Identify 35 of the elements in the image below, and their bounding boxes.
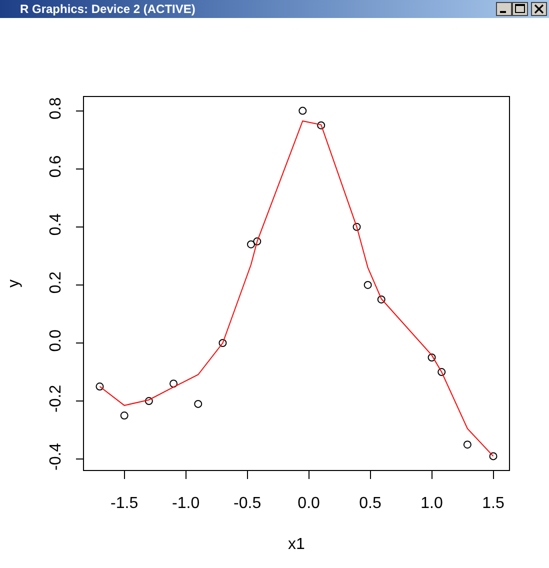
point (96, 382, 104, 391)
point (377, 295, 386, 304)
point (352, 222, 361, 231)
y-tick-label: 0.2 (48, 271, 65, 294)
x-tick-label: -0.5 (234, 495, 262, 512)
point (120, 412, 128, 420)
y-tick-label: -0.2 (48, 384, 65, 412)
chart-title: R Graphics: Device 2 (ACTIVE) (20, 2, 196, 16)
y-axis-title: y (6, 280, 22, 288)
point (144, 397, 153, 406)
point (438, 368, 446, 376)
x-tick-label: 0.5 (359, 495, 382, 512)
point (247, 240, 255, 248)
x-tick-label: -1.0 (172, 495, 200, 512)
point (428, 354, 436, 362)
point (489, 452, 498, 460)
point (253, 237, 262, 246)
point (364, 280, 372, 289)
x-tick-label: -1.5 (110, 495, 138, 512)
y-tick-label: 0.6 (48, 155, 65, 178)
point (298, 106, 307, 115)
y-tick-label: 0.0 (48, 329, 65, 352)
x-axis-title: x1 (288, 536, 306, 553)
point (170, 380, 178, 388)
point (218, 339, 227, 347)
point (194, 400, 202, 408)
title-bar: R Graphics: Device 2 (ACTIVE) (0, 0, 549, 18)
x-tick-label: 1.5 (482, 495, 504, 512)
x-tick-label: 0.0 (298, 495, 320, 512)
x-tick-label: 1.0 (420, 495, 443, 512)
y-tick-label: 0.8 (48, 97, 65, 120)
y-tick-label: -0.4 (48, 442, 65, 470)
y-tick-label: 0.4 (48, 213, 65, 236)
point (317, 121, 326, 130)
point (463, 440, 472, 449)
